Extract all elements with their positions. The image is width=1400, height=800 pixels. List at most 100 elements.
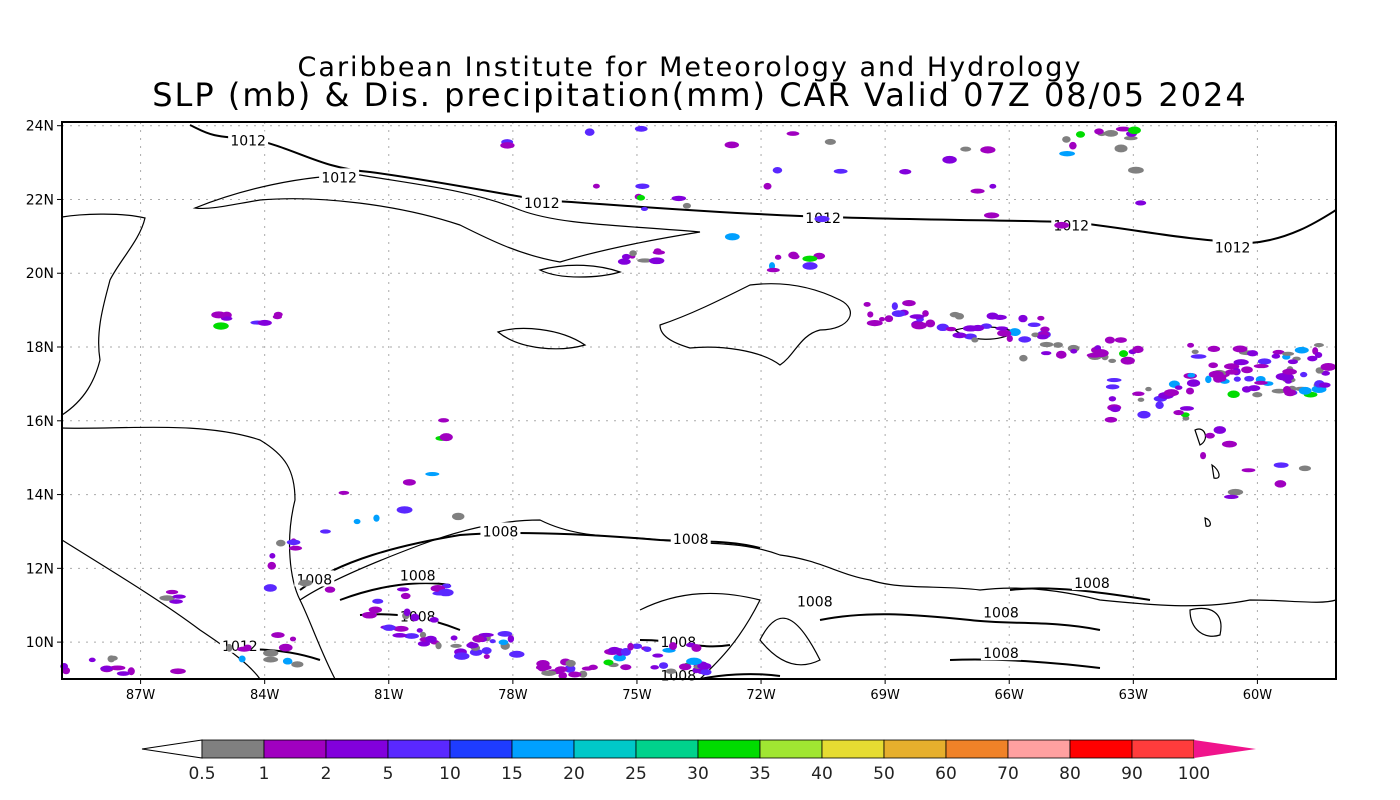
- precip-cell: [1070, 348, 1078, 354]
- precip-cell: [1213, 426, 1227, 434]
- precip-cell: [273, 311, 283, 318]
- precip-cell: [866, 320, 883, 327]
- precip-cell: [1104, 416, 1118, 423]
- precip-cell: [1115, 126, 1131, 132]
- precip-cell: [1244, 375, 1255, 382]
- precip-cell: [1225, 369, 1239, 375]
- precip-cell: [774, 254, 782, 260]
- map-frame: [61, 121, 1337, 680]
- colorbar-segment: [325, 739, 389, 759]
- precip-cell: [581, 666, 594, 671]
- precip-cell: [404, 633, 419, 639]
- graticule: [62, 122, 1336, 679]
- precip-cell: [671, 195, 687, 202]
- precip-cell: [620, 664, 632, 671]
- precip-cell: [592, 183, 600, 189]
- lat-label: 10N: [26, 635, 54, 651]
- precip-cell: [867, 311, 874, 318]
- isobar-label: 1008: [797, 595, 833, 611]
- precip-cell: [578, 670, 588, 678]
- precip-cell: [1318, 382, 1331, 388]
- precip-cell: [682, 202, 691, 209]
- precip-cell: [678, 663, 692, 671]
- colorbar-label: 2: [321, 764, 332, 784]
- precip-cell: [353, 518, 361, 525]
- precip-cell: [1120, 356, 1135, 365]
- precip-cell: [607, 646, 621, 655]
- precip-cell: [535, 664, 552, 671]
- precip-cell: [763, 182, 772, 190]
- precip-cell: [1232, 345, 1248, 353]
- precip-cell: [884, 315, 894, 323]
- colorbar-label: 60: [935, 764, 957, 784]
- colorbar-segment: [263, 739, 327, 759]
- isobar-label-bg: [521, 194, 562, 211]
- chart-title-product: SLP (mb) & Dis. precipitation(mm) CAR Va…: [152, 76, 1248, 114]
- precip-cell: [1132, 345, 1144, 354]
- precip-cell: [1041, 351, 1052, 356]
- precip-cell: [1094, 128, 1104, 135]
- precip-cell: [1018, 336, 1032, 343]
- precip-cell: [1224, 494, 1239, 499]
- precip-cell: [1208, 370, 1224, 379]
- precip-cell: [650, 665, 659, 670]
- colorbar-label: 80: [1059, 764, 1081, 784]
- lon-label: 72W: [746, 688, 776, 703]
- precip-cell: [1241, 366, 1253, 374]
- precip-cell: [1190, 354, 1207, 359]
- precip-cell: [665, 668, 677, 674]
- precip-cell: [424, 635, 437, 643]
- precip-cell: [568, 671, 582, 678]
- precip-cell: [338, 490, 350, 495]
- precip-cell: [1173, 409, 1184, 416]
- precip-cell: [1055, 350, 1067, 359]
- precip-cell: [652, 653, 664, 658]
- isobar-label: 1008: [660, 668, 696, 684]
- precip-cell: [1284, 389, 1297, 397]
- lon-label: 69W: [870, 688, 900, 703]
- precip-cell: [911, 321, 927, 330]
- precip-cell: [1054, 221, 1070, 229]
- precip-cell: [1155, 401, 1164, 409]
- precip-cell: [1314, 351, 1323, 358]
- precip-cell: [172, 594, 186, 599]
- precip-cell: [603, 659, 614, 666]
- precip-cell: [1221, 440, 1237, 448]
- precip-cell: [368, 606, 383, 614]
- precip-cell: [439, 433, 453, 442]
- precip-cell: [169, 599, 183, 604]
- precip-cell: [1300, 371, 1308, 378]
- isobar-label-bg: [319, 168, 360, 185]
- precip-cell: [1294, 346, 1309, 354]
- precip-cell: [879, 316, 886, 322]
- precip-cell: [629, 250, 637, 257]
- precip-cell: [243, 644, 252, 650]
- lat-label: 24N: [26, 119, 54, 135]
- colorbar-segment: [511, 739, 575, 759]
- precip-cell: [1108, 358, 1117, 363]
- precip-cell: [697, 662, 712, 670]
- precip-cell: [637, 258, 653, 263]
- precip-cell: [400, 592, 411, 600]
- precip-cell: [438, 588, 454, 597]
- precip-cell: [724, 141, 740, 149]
- precip-cell: [1059, 150, 1076, 157]
- lon-label: 81W: [374, 688, 404, 703]
- precip-cell: [1075, 131, 1086, 138]
- chart-title-institute: Caribbean Institute for Meteorology and …: [297, 52, 1083, 83]
- precip-cell: [970, 188, 985, 194]
- colorbar-segment: [821, 739, 885, 759]
- precip-cell: [107, 655, 116, 663]
- precip-cell: [1135, 200, 1147, 206]
- precip-cell: [1062, 136, 1071, 143]
- precip-cell: [116, 671, 130, 676]
- precip-cell: [584, 128, 595, 136]
- isobar-label-bg: [794, 592, 835, 609]
- precip-cell: [1019, 354, 1028, 362]
- precip-cell: [902, 300, 916, 307]
- precip-cell: [1227, 488, 1244, 496]
- precipitation-cells: [60, 125, 1337, 680]
- precip-cell: [483, 654, 490, 659]
- colorbar-segment: [945, 739, 1009, 759]
- precip-cell: [238, 655, 246, 663]
